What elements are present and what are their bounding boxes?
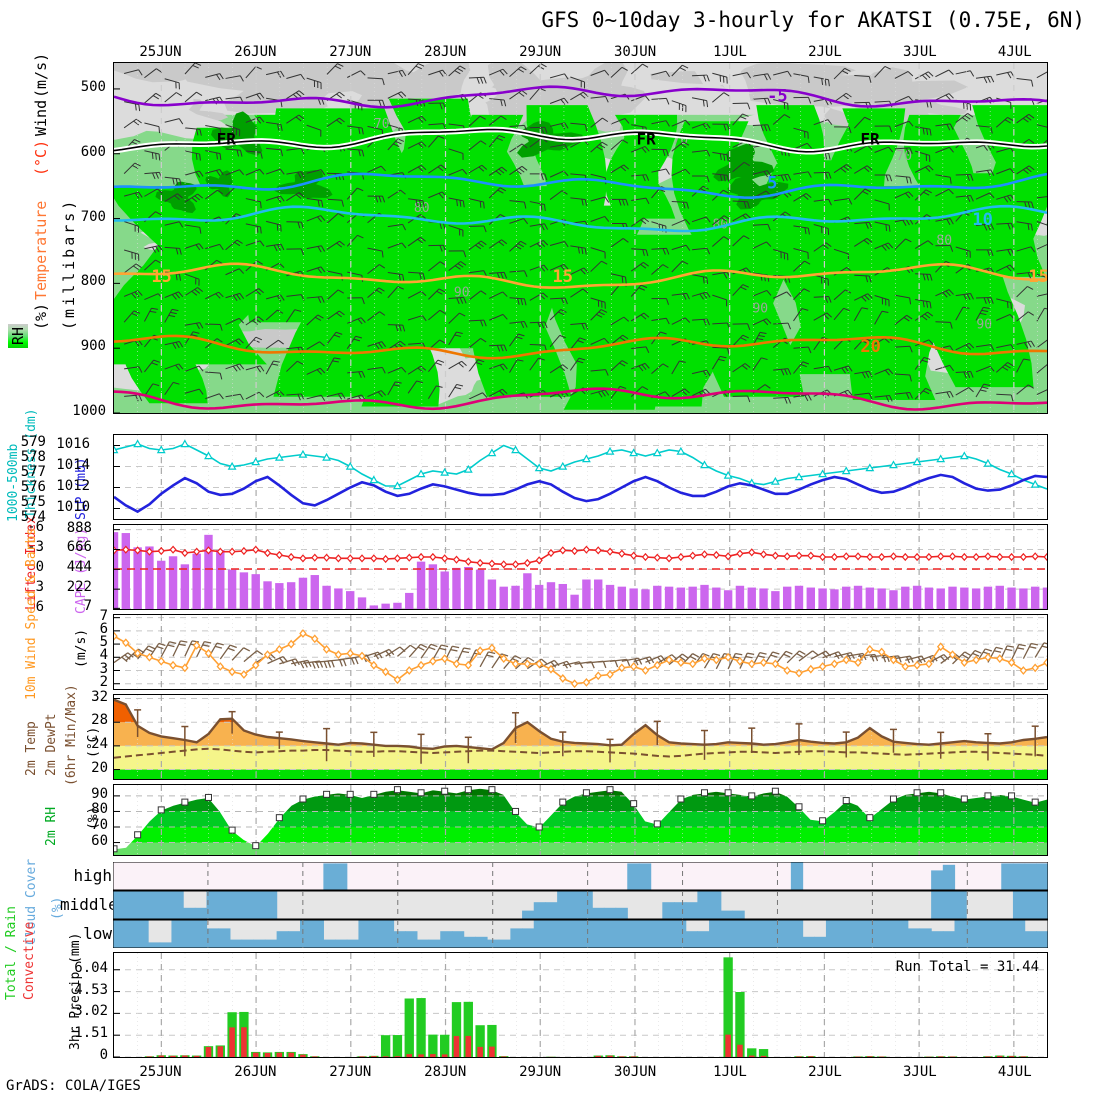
date-tick: 3JUL: [902, 44, 937, 60]
date-tick: 25JUN: [139, 44, 182, 60]
wind10m-axis-units: (m/s): [74, 628, 89, 668]
date-tick: 4JUL: [997, 1064, 1032, 1080]
panel-2m-rh[interactable]: [113, 784, 1048, 856]
svg-text:15: 15: [553, 267, 573, 287]
date-tick: 30JUN: [614, 1064, 657, 1080]
axis-tick-label: 1016: [56, 435, 90, 452]
date-tick: 27JUN: [329, 1064, 372, 1080]
grads-credit: GrADS: COLA/IGES: [6, 1078, 141, 1094]
svg-text:90: 90: [454, 285, 470, 300]
axis-tick-label: 6.04: [74, 959, 108, 976]
panel-2m-temp[interactable]: [113, 694, 1048, 780]
date-tick: 29JUN: [519, 1064, 562, 1080]
panel-upper-air[interactable]: 70 70 70 80 80 80 90 90 90 -5 FR FR FR 5 10 15 15 15 20: [113, 62, 1048, 414]
date-tick: 2JUL: [808, 1064, 842, 1080]
svg-text:FR: FR: [636, 129, 656, 148]
svg-text:90: 90: [752, 302, 768, 317]
svg-text:5: 5: [767, 174, 777, 194]
panel-precip[interactable]: Run Total = 31.44: [113, 952, 1048, 1058]
top-date-axis: 25JUN 26JUN 27JUN 28JUN 29JUN 30JUN 1JUL 2JUL 3J…: [0, 44, 1100, 62]
date-tick: 29JUN: [519, 44, 562, 60]
cloud-row-label-high: high: [73, 866, 112, 885]
svg-text:FR: FR: [860, 129, 880, 148]
panel-cloud-cover[interactable]: [113, 862, 1048, 948]
axis-tick-label: 1.51: [74, 1025, 108, 1042]
legend-rh-text: RH: [9, 326, 27, 345]
svg-text:FR: FR: [217, 129, 237, 148]
legend-temperature-units: (°C): [32, 139, 50, 176]
svg-text:20: 20: [860, 337, 880, 357]
svg-text:70: 70: [374, 117, 390, 132]
svg-text:80: 80: [936, 233, 952, 248]
date-tick: 1JUL: [713, 44, 747, 60]
date-tick: 30JUN: [614, 44, 657, 60]
legend-wind-units: (m/s): [32, 52, 50, 98]
date-tick: 26JUN: [234, 1064, 277, 1080]
svg-text:-5: -5: [767, 87, 787, 107]
svg-text:Run Total = 31.44: Run Total = 31.44: [896, 959, 1039, 975]
svg-text:10: 10: [972, 210, 992, 230]
date-tick: 4JUL: [997, 44, 1032, 60]
rh2m-label: 2m RH: [44, 806, 59, 846]
page-title: GFS 0~10day 3-hourly for AKATSI (0.75E, …: [541, 8, 1085, 32]
svg-text:15: 15: [1028, 267, 1047, 287]
svg-text:90: 90: [976, 318, 992, 333]
date-tick: 28JUN: [424, 1064, 467, 1080]
panel-10m-wind[interactable]: [113, 614, 1048, 690]
date-tick: 25JUN: [139, 1064, 182, 1080]
axis-tick-label: 1000: [72, 403, 106, 419]
axis-tick-label: 4.53: [74, 981, 108, 998]
legend-rh: RH: [8, 262, 32, 348]
rh2m-units: (%): [86, 806, 101, 830]
svg-text:15: 15: [151, 267, 171, 287]
date-tick: 1JUL: [713, 1064, 747, 1080]
date-tick: 26JUN: [234, 44, 277, 60]
svg-text:70: 70: [896, 149, 912, 164]
date-tick: 2JUL: [808, 44, 842, 60]
cloud-row-label-middle: middle: [60, 895, 118, 914]
date-tick: 27JUN: [329, 44, 372, 60]
date-tick: 3JUL: [902, 1064, 937, 1080]
axis-tick-label: 500: [80, 78, 106, 95]
legend-wind: Wind: [32, 99, 50, 136]
svg-text:80: 80: [414, 201, 430, 216]
precip-legend-convective: Convective: [22, 921, 37, 1000]
bottom-date-axis: 25JUN 26JUN 27JUN 28JUN 29JUN 30JUN 1JUL 2JUL 3J…: [0, 1062, 1100, 1080]
panel-cape-lifted[interactable]: [113, 524, 1048, 610]
date-tick: 28JUN: [424, 44, 467, 60]
panel-slp-thickness[interactable]: [113, 434, 1048, 520]
